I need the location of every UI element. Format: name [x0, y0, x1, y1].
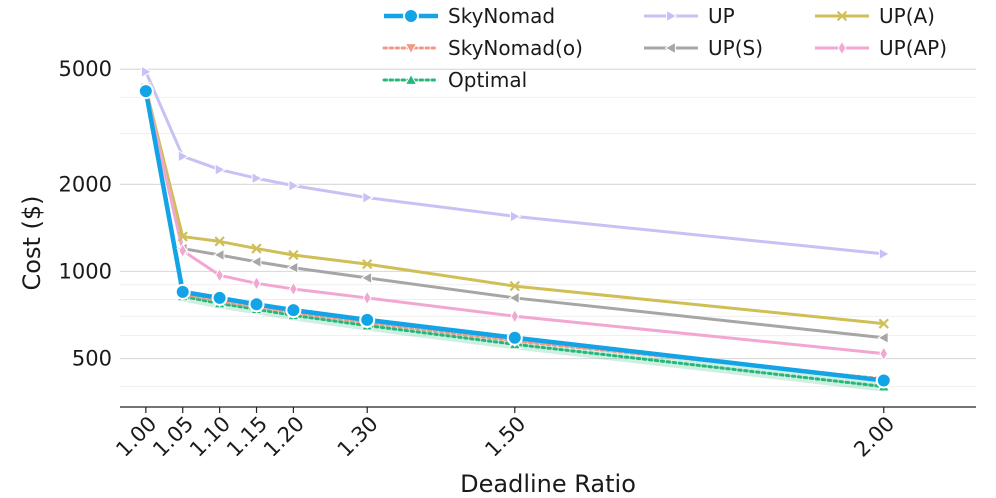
data-point-up: [214, 163, 227, 176]
y-axis-ticks: 500 1000 2000 5000: [59, 57, 112, 370]
x-tick-label: 1.20: [259, 412, 309, 462]
data-point-up-ap: [510, 308, 520, 324]
data-point-up: [362, 191, 374, 204]
x-axis-label: Deadline Ratio: [460, 470, 636, 498]
legend-marker-skynomad: [403, 8, 419, 24]
data-point-up-s: [249, 255, 262, 269]
data-point-up: [251, 171, 264, 185]
y-tick-label: 2000: [59, 172, 112, 196]
x-tick-label: 1.50: [480, 412, 530, 462]
data-point-skynomad: [137, 83, 154, 100]
data-point-up-s: [213, 248, 225, 262]
x-axis-ticks: 1.001.051.101.151.20 1.30 1.50 2.00: [111, 407, 899, 462]
data-point-up-a: [214, 236, 225, 247]
x-tick-label: 1.30: [333, 412, 383, 462]
series-line-up-a: [144, 87, 884, 326]
x-tick-label: 1.00: [111, 412, 161, 462]
data-point-up-a: [878, 318, 889, 329]
data-point-up-ap: [215, 267, 225, 283]
legend-marker-up-a: [836, 10, 848, 22]
data-point-up-a: [251, 243, 262, 254]
legend-marker-up: [666, 9, 678, 23]
data-point-up-ap: [362, 290, 372, 306]
legend-marker-up-s: [664, 41, 676, 55]
data-point-up-ap: [178, 243, 188, 259]
series-line-up: [144, 71, 884, 256]
data-point-skynomad: [248, 296, 265, 313]
data-point-skynomad: [174, 283, 191, 300]
y-tick-label: 1000: [59, 259, 112, 283]
data-point-up: [878, 247, 891, 261]
data-point-up-a: [177, 231, 188, 242]
data-point-up-s: [286, 261, 299, 275]
x-tick-label: 1.10: [185, 412, 235, 462]
legend-marker-skynomad-o: [404, 43, 418, 55]
grid-lines: [120, 68, 976, 388]
data-point-up-a: [362, 258, 373, 270]
y-tick-label: 500: [72, 347, 112, 371]
series-lines: [143, 71, 886, 389]
data-point-skynomad: [359, 311, 376, 328]
x-tick-label: 1.15: [222, 412, 272, 462]
legend-label-skynomad: SkyNomad: [448, 4, 555, 28]
legend-label-up-s: UP(S): [708, 36, 763, 60]
data-point-skynomad: [506, 329, 523, 346]
data-point-up: [509, 210, 522, 223]
data-point-up-ap: [252, 275, 261, 291]
series-line-skynomad-o: [144, 88, 886, 381]
data-point-skynomad: [211, 289, 228, 306]
legend-label-up: UP: [708, 4, 735, 28]
series-line-up-ap: [144, 89, 884, 356]
legend: SkyNomad SkyNomad(o) Optimal UP UP(S) UP(A) UP…: [382, 4, 947, 92]
legend-marker-optimal: [404, 73, 418, 85]
legend-label-up-ap: UP(AP): [879, 36, 947, 60]
series-markers: [137, 65, 892, 392]
legend-label-skynomad-o: SkyNomad(o): [448, 36, 583, 60]
data-point-skynomad: [875, 372, 892, 389]
data-point-up-ap: [288, 281, 298, 297]
x-tick-label: 2.00: [849, 412, 899, 462]
data-point-up: [288, 179, 300, 192]
data-point-up-s: [508, 291, 520, 305]
data-point-up-s: [360, 271, 373, 285]
legend-marker-up-ap: [837, 40, 847, 56]
data-point-up-a: [288, 249, 299, 261]
legend-label-optimal: Optimal: [448, 68, 527, 92]
data-point-up: [177, 149, 190, 163]
data-point-up: [140, 65, 153, 79]
series-line-up-s: [144, 87, 884, 340]
data-point-up-s: [877, 331, 889, 345]
legend-label-up-a: UP(A): [879, 4, 935, 28]
y-axis-label: Cost ($): [18, 196, 46, 291]
data-point-up-ap: [879, 346, 889, 362]
y-tick-label: 5000: [59, 57, 112, 81]
series-line-optimal: [144, 91, 886, 389]
x-tick-label: 1.05: [148, 412, 198, 462]
data-point-up-a: [509, 280, 520, 292]
data-point-skynomad: [285, 302, 302, 319]
